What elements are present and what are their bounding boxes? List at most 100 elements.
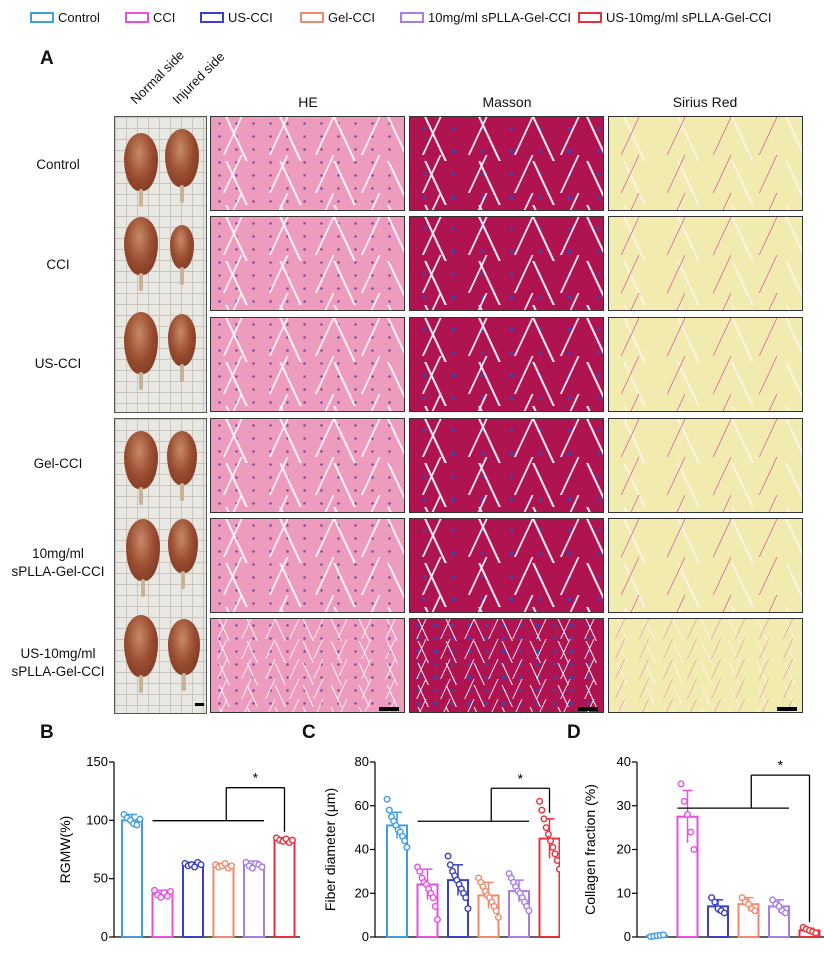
data-point [540, 815, 548, 823]
histology-he-us-splla-gel-cci [210, 618, 405, 713]
legend-label: US-CCI [228, 10, 273, 25]
legend-swatch [30, 12, 54, 23]
y-tick-label: 60 [355, 798, 369, 813]
data-point [536, 797, 544, 805]
legend-swatch [400, 12, 424, 23]
histology-masson-gel-cci [409, 418, 604, 513]
significance-star: * [253, 770, 259, 786]
data-point [163, 892, 171, 900]
data-point [383, 795, 391, 803]
data-point [221, 859, 229, 867]
data-point [812, 929, 820, 937]
data-point [258, 863, 266, 871]
data-point [166, 887, 174, 895]
data-point [720, 909, 728, 917]
y-tick-label: 0 [101, 929, 108, 944]
y-axis-title: Fiber diameter (μm) [322, 788, 338, 911]
data-point [492, 907, 500, 915]
y-axis-title: Collagen fraction (%) [582, 784, 598, 915]
histology-he-cci [210, 216, 405, 311]
data-point [464, 905, 472, 913]
histology-masson-cci [409, 216, 604, 311]
row-label-us-cci: US-CCI [34, 356, 82, 371]
y-tick-label: 0 [362, 929, 369, 944]
legend-swatch [200, 12, 224, 23]
muscle-specimen [124, 615, 158, 693]
data-point [444, 852, 452, 860]
scale-bar [195, 703, 204, 706]
panel-a-letter: A [40, 48, 54, 69]
data-point [555, 865, 560, 873]
row-label-control: Control [36, 157, 80, 172]
data-point [547, 837, 555, 845]
data-point [680, 797, 688, 805]
muscle-specimen [168, 314, 196, 382]
muscle-specimen [124, 133, 158, 207]
data-point [385, 806, 393, 814]
histology-he-gel-cci [210, 418, 405, 513]
y-tick-label: 10 [617, 885, 631, 900]
column-header-he: HE [298, 94, 318, 110]
data-point [197, 861, 205, 869]
legend-label: Control [58, 10, 100, 25]
histology-masson-splla-gel-cci [409, 518, 604, 613]
data-point [525, 907, 533, 915]
data-point [553, 856, 560, 864]
muscle-specimen [167, 431, 197, 501]
histology-sirius-us-cci [608, 317, 803, 412]
legend: Control CCI US-CCI Gel-CCI 10mg/ml sPLLA… [0, 6, 824, 30]
y-tick-label: 30 [617, 798, 631, 813]
histology-sirius-gel-cci [608, 418, 803, 513]
row-label-splla-gel-cci: 10mg/ml sPLLA-Gel-CCI [11, 546, 105, 579]
data-point [433, 915, 441, 923]
data-point [781, 909, 789, 917]
y-tick-label: 0 [624, 929, 631, 944]
data-point [289, 836, 297, 844]
histology-masson-us-splla-gel-cci [409, 618, 604, 713]
histology-sirius-splla-gel-cci [608, 518, 803, 613]
bar [182, 863, 204, 938]
column-header-masson: Masson [482, 94, 532, 110]
data-point [690, 845, 698, 853]
muscle-specimen [165, 129, 199, 203]
data-point [431, 902, 439, 910]
bar [212, 864, 235, 938]
legend-label: Gel-CCI [328, 10, 375, 25]
muscle-specimen [170, 225, 194, 285]
data-point [227, 862, 235, 870]
histology-sirius-us-splla-gel-cci [608, 618, 803, 713]
data-point [248, 864, 256, 872]
data-point [677, 780, 685, 788]
row-label-us-splla-gel-cci: US-10mg/ml sPLLA-Gel-CCI [11, 646, 105, 679]
data-point [683, 810, 691, 818]
y-tick-label: 20 [355, 885, 369, 900]
data-point [401, 837, 409, 845]
scale-bar [777, 707, 797, 711]
data-point [549, 843, 557, 851]
legend-swatch [578, 12, 602, 23]
muscle-specimen [124, 312, 158, 390]
data-point [711, 898, 719, 906]
data-point [416, 867, 424, 875]
y-tick-label: 20 [617, 842, 631, 857]
data-point [687, 828, 695, 836]
chart-collagen-fraction: 0 10 20 30 40 Collagen fraction (%) * [582, 754, 824, 944]
muscle-specimen [126, 519, 160, 597]
histology-sirius-control [608, 116, 803, 211]
muscle-specimen [168, 619, 200, 691]
data-point [150, 886, 158, 894]
row-label-gel-cci: Gel-CCI [33, 456, 83, 471]
column-header-sirius-red: Sirius Red [672, 94, 738, 110]
legend-label: US-10mg/ml sPLLA-Gel-CCI [606, 10, 772, 25]
data-point [462, 894, 470, 902]
significance-star: * [778, 757, 784, 773]
y-tick-label: 40 [617, 754, 631, 769]
muscle-specimen [168, 519, 198, 589]
data-point [446, 861, 454, 869]
gross-photo-panel-bottom [114, 418, 207, 714]
panel-b-letter: B [40, 722, 54, 743]
legend-swatch [125, 12, 149, 23]
legend-label: CCI [153, 10, 176, 25]
scale-bar [578, 707, 598, 711]
data-point [494, 913, 502, 921]
